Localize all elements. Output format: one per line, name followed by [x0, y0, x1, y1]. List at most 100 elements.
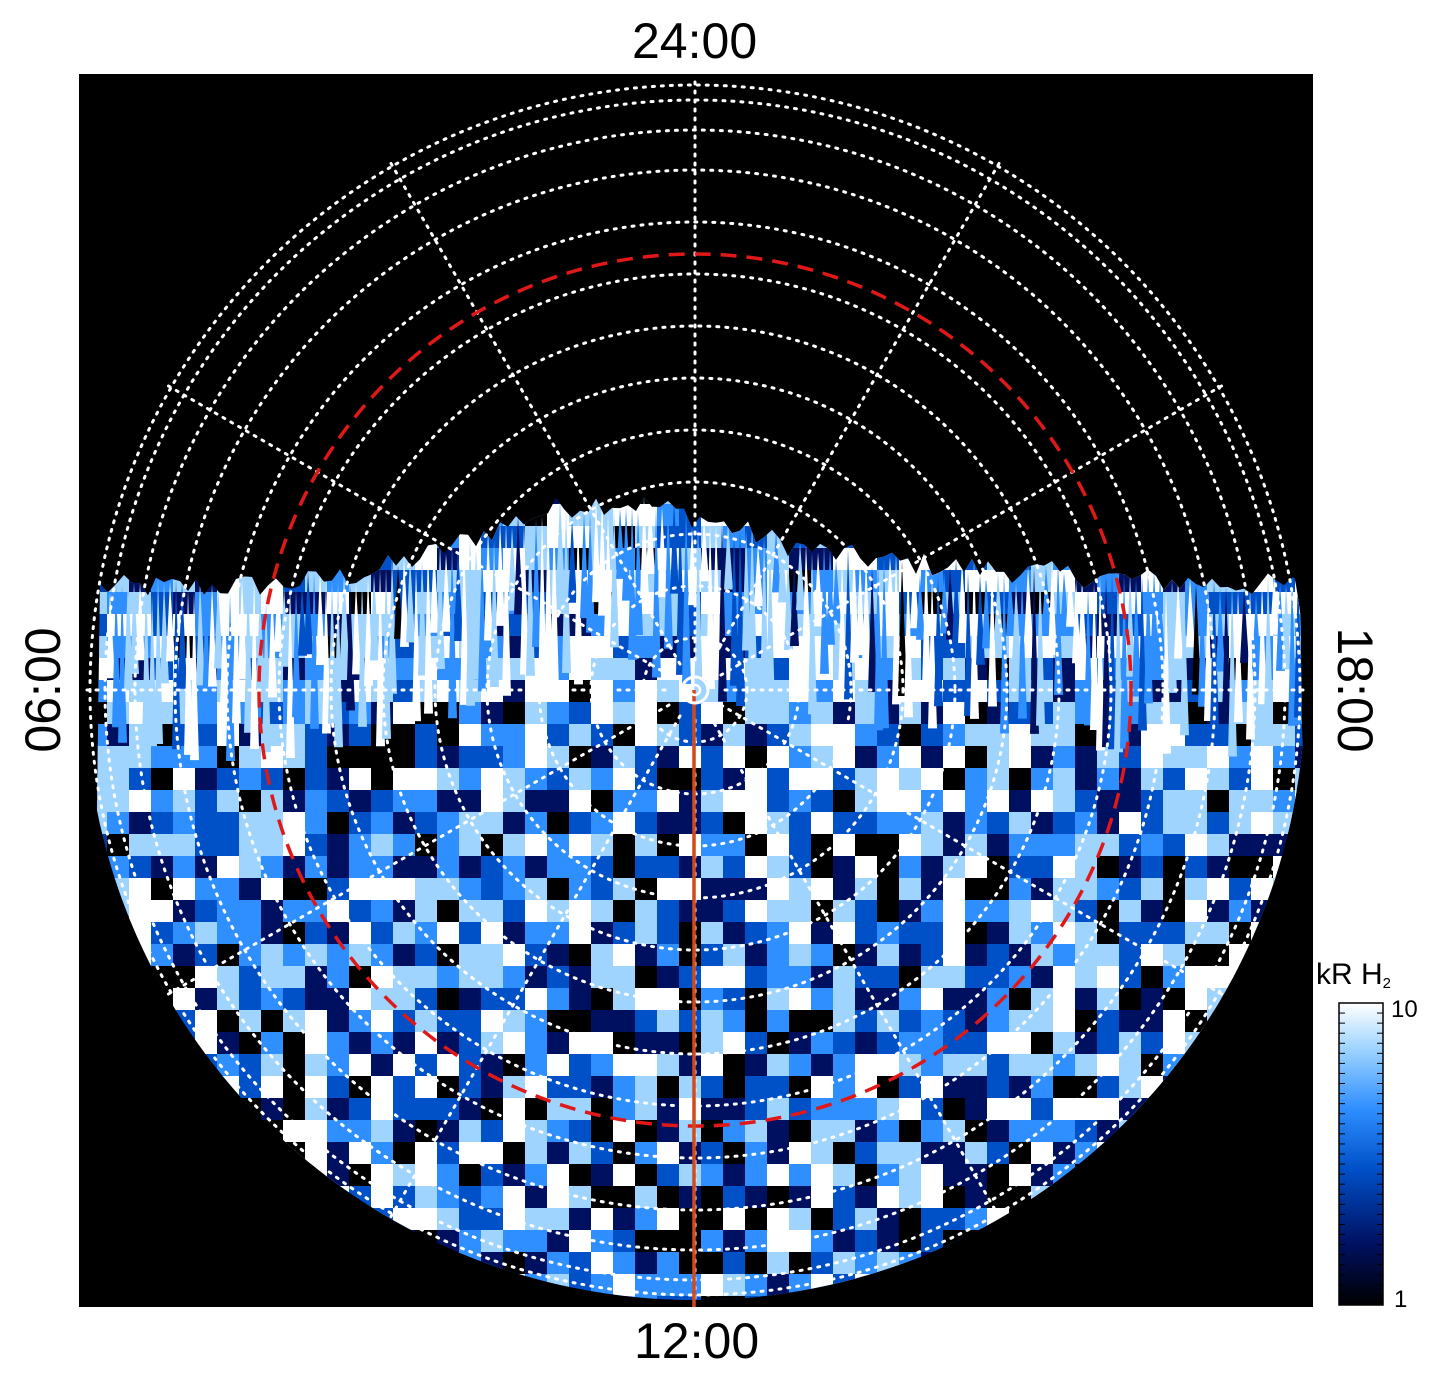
emission-pixel	[921, 1120, 943, 1142]
emission-pixel	[789, 966, 811, 988]
emission-pixel	[767, 1010, 789, 1032]
emission-pixel	[899, 724, 921, 746]
emission-pixel	[1163, 922, 1185, 944]
emission-pixel	[327, 1098, 349, 1120]
emission-pixel	[613, 1208, 635, 1230]
emission-pixel	[745, 746, 767, 768]
emission-pixel	[1075, 900, 1097, 922]
emission-pixel	[503, 790, 525, 812]
emission-pixel	[811, 790, 833, 812]
emission-pixel	[789, 834, 811, 856]
emission-pixel	[921, 944, 943, 966]
emission-pixel	[965, 768, 987, 790]
emission-pixel	[1031, 1142, 1053, 1164]
emission-pixel	[1207, 944, 1229, 966]
emission-pixel	[635, 878, 657, 900]
emission-pixel	[459, 1010, 481, 1032]
emission-pixel	[1141, 878, 1163, 900]
emission-pixel	[547, 504, 569, 526]
emission-pixel	[481, 1142, 503, 1164]
emission-pixel	[437, 548, 459, 570]
emission-pixel	[217, 1010, 239, 1032]
emission-pixel	[1185, 812, 1207, 834]
emission-pixel	[459, 900, 481, 922]
emission-pixel	[679, 1164, 701, 1186]
emission-pixel	[327, 834, 349, 856]
emission-pixel	[833, 1032, 855, 1054]
emission-pixel	[481, 856, 503, 878]
emission-pixel	[855, 834, 877, 856]
emission-pixel	[195, 878, 217, 900]
emission-pixel	[415, 966, 437, 988]
emission-pixel	[657, 1186, 679, 1208]
emission-pixel	[481, 702, 503, 724]
emission-pixel	[1119, 1054, 1141, 1076]
emission-pixel	[1097, 1010, 1119, 1032]
emission-pixel	[525, 900, 547, 922]
emission-pixel	[261, 900, 283, 922]
emission-pixel	[591, 944, 613, 966]
colorbar-min-label: 1	[1394, 1286, 1408, 1313]
emission-pixel	[811, 1208, 833, 1230]
emission-pixel	[151, 614, 173, 636]
emission-pixel	[943, 790, 965, 812]
emission-pixel	[569, 702, 591, 724]
emission-pixel	[1097, 1076, 1119, 1098]
emission-pixel	[503, 1142, 525, 1164]
emission-pixel	[151, 592, 173, 614]
emission-pixel	[525, 1098, 547, 1120]
emission-pixel	[283, 1010, 305, 1032]
emission-pixel	[591, 834, 613, 856]
emission-pixel	[591, 1120, 613, 1142]
emission-pixel	[657, 1010, 679, 1032]
emission-pixel	[657, 856, 679, 878]
emission-pixel	[1053, 768, 1075, 790]
emission-pixel	[1163, 768, 1185, 790]
emission-pixel	[371, 900, 393, 922]
emission-pixel	[1229, 790, 1251, 812]
emission-pixel	[899, 878, 921, 900]
emission-pixel	[1119, 922, 1141, 944]
emission-pixel	[1009, 1010, 1031, 1032]
emission-pixel	[1207, 592, 1229, 614]
emission-pixel	[723, 1186, 745, 1208]
emission-pixel	[1075, 592, 1097, 614]
emission-pixel	[899, 944, 921, 966]
emission-pixel	[459, 724, 481, 746]
emission-pixel	[921, 790, 943, 812]
emission-pixel	[437, 812, 459, 834]
emission-pixel	[701, 1186, 723, 1208]
emission-pixel	[569, 1230, 591, 1252]
emission-pixel	[701, 812, 723, 834]
emission-pixel	[943, 944, 965, 966]
emission-pixel	[459, 988, 481, 1010]
emission-pixel	[789, 922, 811, 944]
emission-pixel	[921, 966, 943, 988]
emission-pixel	[723, 790, 745, 812]
emission-pixel	[217, 812, 239, 834]
emission-pixel	[547, 944, 569, 966]
emission-pixel	[569, 944, 591, 966]
emission-pixel	[1207, 878, 1229, 900]
emission-pixel	[613, 702, 635, 724]
emission-pixel	[701, 1098, 723, 1120]
emission-pixel	[525, 834, 547, 856]
emission-pixel	[415, 944, 437, 966]
emission-pixel	[943, 570, 965, 592]
emission-pixel	[1009, 900, 1031, 922]
emission-pixel	[701, 1032, 723, 1054]
emission-pixel	[261, 878, 283, 900]
emission-pixel	[525, 856, 547, 878]
emission-pixel	[833, 1076, 855, 1098]
emission-pixel	[877, 856, 899, 878]
emission-pixel	[349, 988, 371, 1010]
emission-pixel	[1075, 1098, 1097, 1120]
emission-pixel	[305, 1054, 327, 1076]
emission-pixel	[987, 1186, 1009, 1208]
emission-pixel	[1097, 1054, 1119, 1076]
emission-pixel	[811, 1186, 833, 1208]
emission-pixel	[921, 834, 943, 856]
emission-pixel	[613, 658, 635, 680]
